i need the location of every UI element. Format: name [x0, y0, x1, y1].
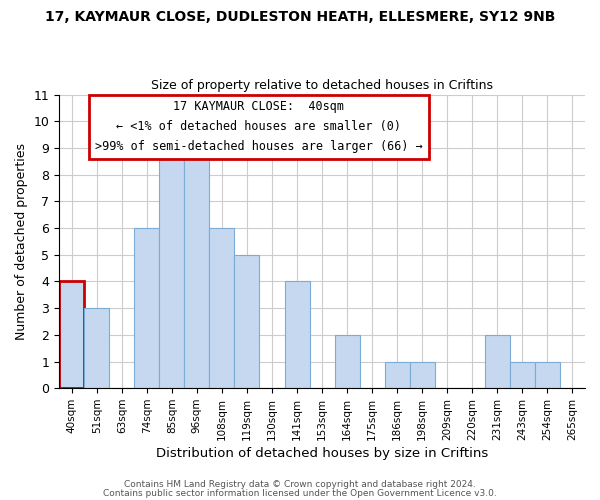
Bar: [335, 335, 359, 388]
X-axis label: Distribution of detached houses by size in Criftins: Distribution of detached houses by size …: [156, 447, 488, 460]
Bar: [184, 148, 209, 388]
Bar: [410, 362, 435, 388]
Text: 17 KAYMAUR CLOSE:  40sqm
← <1% of detached houses are smaller (0)
>99% of semi-d: 17 KAYMAUR CLOSE: 40sqm ← <1% of detache…: [95, 100, 423, 154]
Title: Size of property relative to detached houses in Criftins: Size of property relative to detached ho…: [151, 79, 493, 92]
Text: Contains public sector information licensed under the Open Government Licence v3: Contains public sector information licen…: [103, 488, 497, 498]
Text: Contains HM Land Registry data © Crown copyright and database right 2024.: Contains HM Land Registry data © Crown c…: [124, 480, 476, 489]
Bar: [284, 282, 310, 388]
Y-axis label: Number of detached properties: Number of detached properties: [15, 143, 28, 340]
Bar: [510, 362, 535, 388]
Bar: [209, 228, 235, 388]
Bar: [535, 362, 560, 388]
Text: 17, KAYMAUR CLOSE, DUDLESTON HEATH, ELLESMERE, SY12 9NB: 17, KAYMAUR CLOSE, DUDLESTON HEATH, ELLE…: [45, 10, 555, 24]
Bar: [160, 148, 184, 388]
Bar: [134, 228, 160, 388]
Bar: [59, 282, 84, 388]
Bar: [235, 254, 259, 388]
Bar: [485, 335, 510, 388]
Bar: [385, 362, 410, 388]
Bar: [84, 308, 109, 388]
